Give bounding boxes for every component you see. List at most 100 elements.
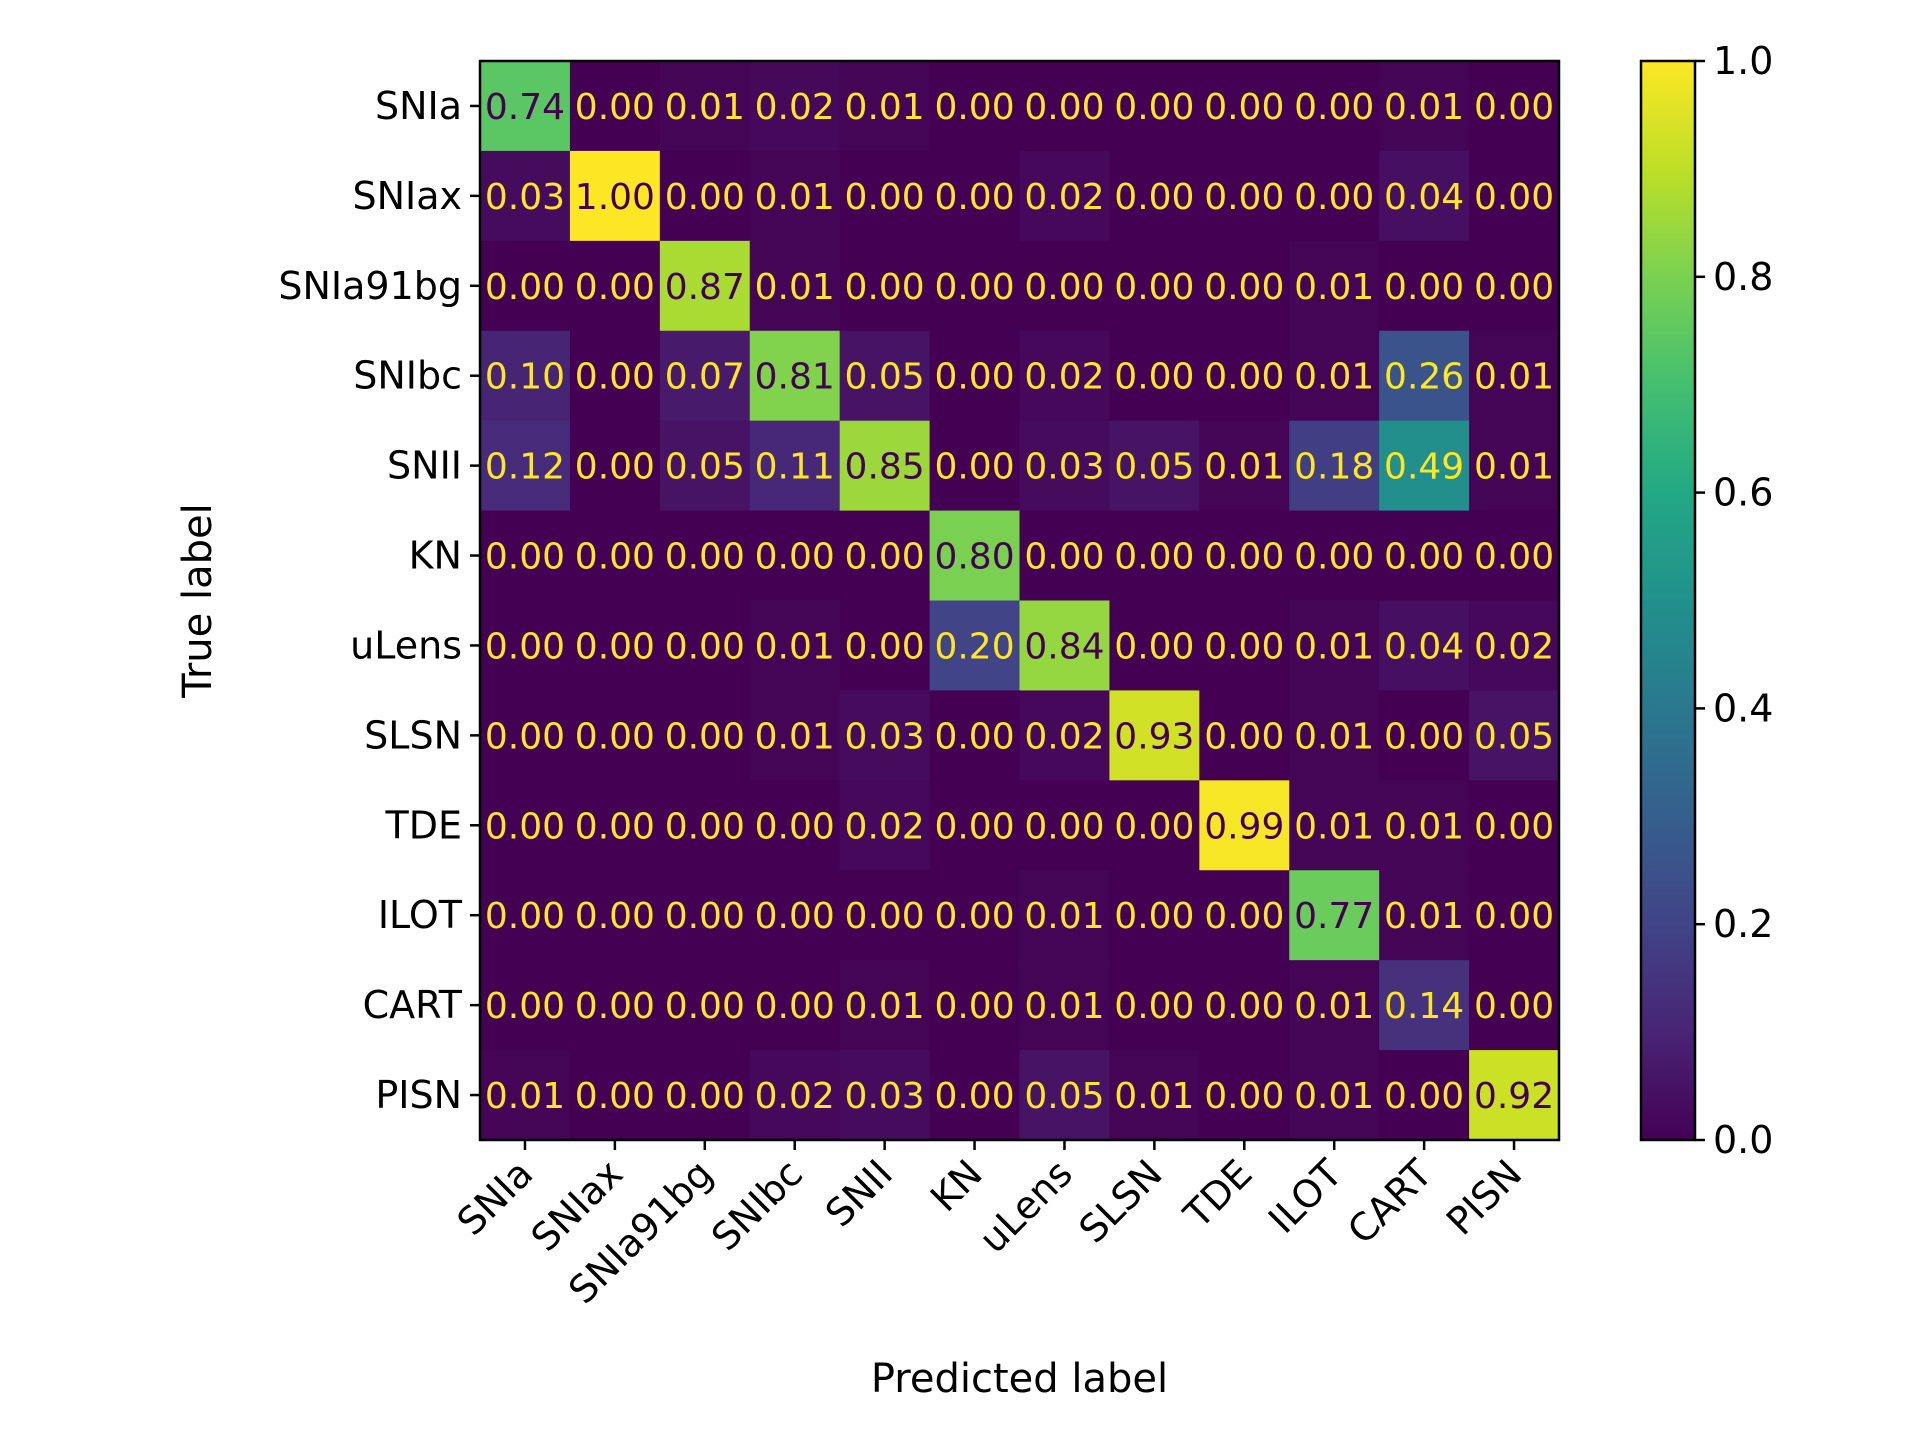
heatmap-cell	[1199, 960, 1290, 1051]
heatmap-cell	[569, 510, 661, 602]
cell-value-label: 0.00	[1114, 537, 1194, 578]
cell-value-label: 0.00	[1294, 87, 1374, 128]
colorbar-tick-label: 0.8	[1713, 255, 1773, 299]
heatmap-cell	[1289, 1050, 1380, 1141]
heatmap-cell	[1379, 600, 1470, 692]
heatmap-cell	[1289, 61, 1380, 152]
y-axis: SNIa SNIax SNIa91bg SNIbc SNII KN uLens SLSN TDE…	[278, 84, 480, 1117]
cell-value-label: 0.81	[755, 357, 835, 398]
cell-value-label: 0.00	[575, 626, 655, 667]
heatmap-cell	[1019, 420, 1111, 512]
cell-value-label: 0.05	[845, 357, 925, 398]
heatmap-cell	[569, 780, 661, 871]
cell-value-label: 0.00	[845, 537, 925, 578]
heatmap-cell	[1109, 1050, 1200, 1141]
heatmap-cell	[1019, 960, 1111, 1051]
y-tick-label: SNIax	[352, 174, 462, 218]
cell-value-label: 0.00	[1204, 626, 1284, 667]
y-axis-title: True label	[175, 503, 221, 698]
heatmap-cell	[749, 510, 841, 602]
cell-value-label: 0.00	[485, 716, 565, 757]
cell-value-label: 0.00	[845, 267, 925, 308]
heatmap-cell	[1019, 330, 1111, 422]
heatmap-cell	[839, 780, 931, 871]
heatmap-cell	[1289, 960, 1380, 1051]
cell-value-label: 0.01	[1294, 716, 1374, 757]
cell-value-label: 0.00	[845, 177, 925, 218]
cell-value-label: 0.00	[934, 357, 1014, 398]
cell-value-label: 0.00	[1294, 177, 1374, 218]
heatmap-cell	[1469, 960, 1560, 1051]
colorbar-ticks: 0.0 0.2 0.4 0.6 0.8 1.0	[1695, 39, 1773, 1162]
heatmap-cell	[569, 1050, 661, 1141]
cell-value-label: 0.00	[665, 626, 745, 667]
colorbar-gradient	[1641, 61, 1695, 1140]
heatmap-cell	[659, 420, 751, 512]
heatmap-cell	[659, 780, 751, 871]
heatmap-cell	[1379, 960, 1470, 1051]
heatmap-cell	[569, 330, 661, 422]
heatmap-cell	[659, 150, 751, 242]
heatmap-cell	[1199, 150, 1290, 242]
heatmap-cell	[1019, 690, 1111, 781]
heatmap-cell	[1379, 1050, 1470, 1141]
cell-value-label: 0.01	[755, 626, 835, 667]
cell-value-label: 0.00	[1384, 1076, 1464, 1117]
heatmap-cell	[1109, 960, 1200, 1051]
heatmap-cell-labels: 0.74 0.00 0.01 0.02 0.01 0.00 0.00 0.00 0.00 0.00…	[485, 87, 1554, 1117]
heatmap-cell	[749, 240, 841, 332]
heatmap-cell	[1199, 330, 1290, 422]
cell-value-label: 0.84	[1024, 626, 1104, 667]
cell-value-label: 0.00	[1114, 986, 1194, 1027]
cell-value-label: 0.11	[755, 447, 835, 488]
heatmap-cell	[1379, 690, 1470, 781]
cell-value-label: 0.00	[1114, 177, 1194, 218]
cell-value-label: 0.00	[485, 986, 565, 1027]
heatmap-cell	[929, 61, 1021, 152]
y-tick-label: KN	[409, 534, 462, 578]
heatmap-cell	[1379, 330, 1470, 422]
heatmap-cell	[659, 61, 751, 152]
heatmap-cell	[659, 240, 751, 332]
heatmap-cell	[1019, 61, 1111, 152]
heatmap-cell	[569, 240, 661, 332]
cell-value-label: 0.00	[1204, 986, 1284, 1027]
cell-value-label: 0.00	[1204, 1076, 1284, 1117]
heatmap-cell	[929, 240, 1021, 332]
heatmap-cell	[1019, 780, 1111, 871]
heatmap-cell	[1379, 150, 1470, 242]
heatmap-cell	[480, 420, 571, 512]
cell-value-label: 0.00	[1294, 537, 1374, 578]
heatmap-cell	[569, 960, 661, 1051]
cell-value-label: 0.00	[1114, 896, 1194, 937]
cell-value-label: 0.00	[755, 806, 835, 847]
cell-value-label: 0.04	[1384, 177, 1464, 218]
heatmap-cell	[480, 150, 571, 242]
cell-value-label: 0.03	[845, 716, 925, 757]
cell-value-label: 0.00	[1204, 357, 1284, 398]
heatmap-cell	[1199, 61, 1290, 152]
cell-value-label: 0.00	[1384, 537, 1464, 578]
cell-value-label: 0.87	[665, 267, 745, 308]
heatmap-cell	[1469, 420, 1560, 512]
cell-value-label: 0.00	[1204, 87, 1284, 128]
cell-value-label: 0.00	[665, 986, 745, 1027]
heatmap-cell	[1019, 510, 1111, 602]
cell-value-label: 0.01	[845, 87, 925, 128]
heatmap-cell	[569, 420, 661, 512]
heatmap-cell	[1019, 600, 1111, 692]
heatmap-cell	[1109, 780, 1200, 871]
cell-value-label: 0.01	[1384, 806, 1464, 847]
heatmap-cell	[839, 1050, 931, 1141]
y-tick-label: CART	[363, 983, 463, 1027]
heatmap-cell	[1199, 240, 1290, 332]
x-axis-title: Predicted label	[871, 1356, 1168, 1402]
heatmap-cell	[659, 1050, 751, 1141]
cell-value-label: 0.03	[485, 177, 565, 218]
heatmap-cell	[929, 960, 1021, 1051]
heatmap-cell	[929, 1050, 1021, 1141]
heatmap-cell	[1289, 510, 1380, 602]
cell-value-label: 0.00	[1474, 806, 1554, 847]
cell-value-label: 0.00	[755, 896, 835, 937]
cell-value-label: 0.85	[845, 447, 925, 488]
